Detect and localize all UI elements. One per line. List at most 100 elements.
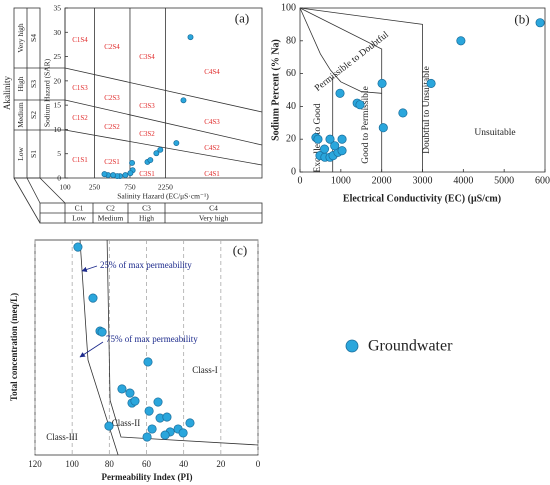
point: [456, 36, 466, 46]
region-label: C4S2: [204, 144, 220, 152]
x-tick-label: 60: [142, 459, 152, 469]
point: [117, 384, 127, 394]
point: [178, 428, 188, 438]
region-label: C3S2: [139, 130, 155, 138]
point: [101, 171, 108, 178]
point: [337, 134, 347, 144]
class-boundary: [64, 67, 263, 113]
x-tick-label: 6000: [535, 176, 550, 187]
region-label: C1S3: [72, 84, 88, 92]
table-diagonal: [39, 177, 66, 204]
salinity-code: C2: [106, 204, 115, 213]
point: [147, 424, 157, 434]
y-tick-label: 25: [54, 52, 62, 61]
point: [325, 134, 335, 144]
point: [319, 144, 330, 154]
table-diagonal: [26, 177, 41, 204]
y-tick-label: 20: [54, 76, 62, 85]
y-tick-label: 10: [54, 125, 62, 134]
region-label: Class-I: [192, 365, 218, 375]
y-tick-label: 0: [291, 167, 296, 178]
region-label: Doubtful to Unsuitable: [421, 66, 432, 154]
point: [398, 108, 408, 118]
x-tick-label: 0: [298, 176, 303, 187]
x-tick-label: 100: [59, 183, 71, 192]
salinity-code: C1: [75, 204, 84, 213]
class-boundary: [299, 7, 382, 94]
region-label: C4S3: [204, 118, 220, 126]
region-label: C1S1: [72, 156, 88, 164]
salinity-class: Very high: [199, 214, 229, 223]
region-label: C3S4: [139, 53, 155, 61]
y-tick-label: 20: [286, 134, 296, 145]
class-boundary: [299, 7, 423, 172]
point: [330, 141, 340, 151]
point: [337, 146, 347, 156]
region-label: C2S4: [104, 43, 120, 51]
region-label: C3S3: [139, 102, 155, 110]
point: [110, 172, 117, 179]
point: [130, 396, 140, 406]
x-tick-label: 40: [179, 459, 189, 469]
point: [157, 146, 164, 153]
x-tick-label: 0: [256, 459, 261, 469]
salinity-code: C4: [209, 204, 218, 213]
region-label: C4S4: [204, 68, 220, 76]
legend-marker: [345, 339, 359, 353]
y-axis-label: Total concentration (meq/L): [9, 293, 19, 401]
point: [73, 242, 83, 252]
point: [180, 97, 187, 104]
x-tick-label: 3000: [413, 176, 433, 187]
y-tick-label: 5: [57, 149, 61, 158]
salinity-class: High: [139, 214, 154, 223]
point: [122, 172, 129, 179]
sodium-class: Medium: [16, 102, 25, 128]
point: [377, 78, 387, 88]
sodium-class: Low: [16, 147, 25, 161]
x-tick-label: 20: [216, 459, 226, 469]
point: [378, 123, 388, 133]
region-label: C2S3: [104, 94, 120, 102]
region-label: C1S4: [72, 36, 88, 44]
region-label: Class-II: [112, 418, 141, 428]
salinity-class: Low: [72, 214, 86, 223]
point: [187, 34, 194, 41]
point: [335, 88, 345, 98]
panel-label: (b): [514, 12, 529, 27]
sodium-class: High: [16, 76, 25, 91]
sodium-code: S3: [29, 80, 38, 88]
class-boundary: [64, 129, 263, 166]
point: [143, 357, 153, 367]
panel-label: (c): [233, 243, 247, 258]
y-tick-label: 60: [286, 68, 296, 79]
y-tick-label: 40: [286, 101, 296, 112]
y-tick-label: 80: [286, 35, 296, 46]
sodium-class: Very high: [16, 23, 25, 53]
annotation-arrow: [79, 341, 104, 358]
point: [355, 100, 365, 110]
x-tick-label: 250: [89, 183, 101, 192]
point: [144, 406, 154, 416]
class-boundary: [64, 99, 263, 146]
sodium-code: S2: [29, 111, 38, 119]
sodium-code: S4: [29, 34, 38, 42]
point: [97, 327, 107, 337]
point: [153, 150, 160, 157]
point: [147, 157, 154, 163]
salinity-class: Medium: [98, 214, 124, 223]
x-tick-label: 120: [28, 459, 42, 469]
y-tick-label: 35: [54, 4, 62, 13]
point: [88, 293, 98, 303]
region-label: C1S2: [72, 114, 88, 122]
x-tick-label: 80: [105, 459, 115, 469]
point: [173, 140, 180, 146]
table-diagonal: [13, 177, 41, 224]
point: [426, 78, 436, 88]
class-boundary: [106, 239, 259, 446]
x-tick-label: 4000: [453, 176, 473, 187]
y-tick-label: 30: [54, 28, 62, 37]
sodium-code: S1: [29, 150, 38, 158]
point: [104, 421, 114, 431]
x-tick-label: 2250: [158, 183, 173, 192]
